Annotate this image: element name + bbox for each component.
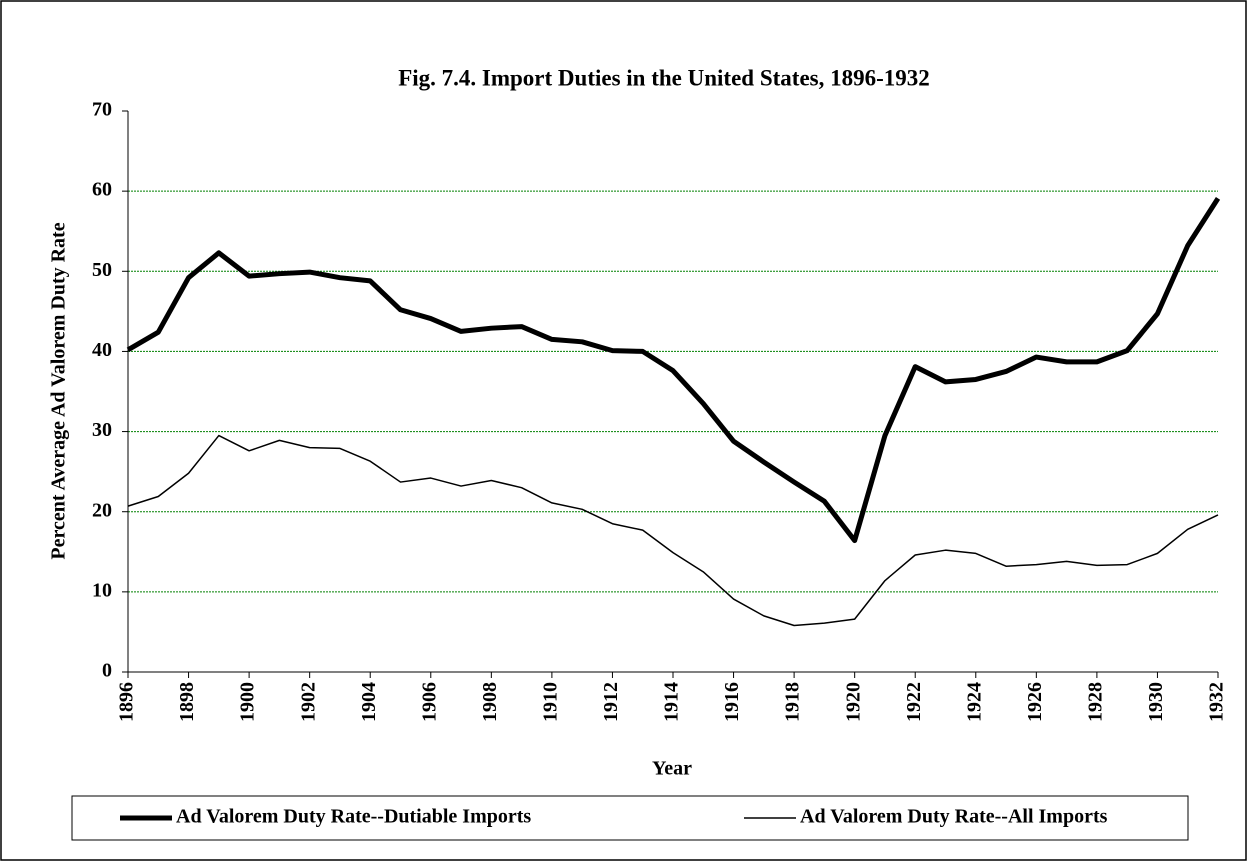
x-axis-label: Year [652, 758, 692, 780]
x-tick-label: 1920 [842, 682, 864, 722]
y-tick-label: 40 [92, 339, 112, 361]
y-tick-label: 30 [92, 419, 112, 441]
x-tick-label: 1930 [1145, 682, 1167, 722]
y-axis-label: Percent Average Ad Valorem Duty Rate [48, 222, 70, 559]
x-tick-label: 1932 [1206, 682, 1228, 722]
x-tick-label: 1916 [721, 682, 743, 722]
y-tick-label: 0 [102, 660, 112, 682]
x-tick-label: 1926 [1024, 682, 1046, 722]
line [127, 434, 1219, 627]
legend-label: Ad Valorem Duty Rate--Dutiable Imports [176, 806, 531, 828]
y-tick-label: 70 [92, 99, 112, 121]
chart-title: Fig. 7.4. Import Duties in the United St… [398, 65, 930, 90]
x-tick-label: 1902 [297, 682, 319, 722]
x-tick-label: 1914 [661, 682, 683, 722]
x-tick-label: 1906 [418, 682, 440, 722]
legend [71, 795, 1189, 841]
line [126, 197, 1221, 544]
x-tick-label: 1896 [116, 682, 138, 722]
y-tick-label: 20 [92, 499, 112, 521]
x-tick-label: 1928 [1084, 682, 1106, 722]
x-tick-label: 1904 [358, 682, 380, 722]
legend-label: Ad Valorem Duty Rate--All Imports [800, 806, 1108, 828]
y-tick-label: 60 [92, 179, 112, 201]
x-tick-label: 1898 [176, 682, 198, 722]
x-tick-label: 1922 [903, 682, 925, 722]
y-tick-label: 50 [92, 259, 112, 281]
x-tick-label: 1908 [479, 682, 501, 722]
x-tick-label: 1900 [237, 682, 259, 722]
x-tick-label: 1918 [782, 682, 804, 722]
x-tick-label: 1912 [600, 682, 622, 722]
x-tick-label: 1910 [539, 682, 561, 722]
x-tick-label: 1924 [963, 682, 985, 722]
y-tick-label: 10 [92, 579, 112, 601]
